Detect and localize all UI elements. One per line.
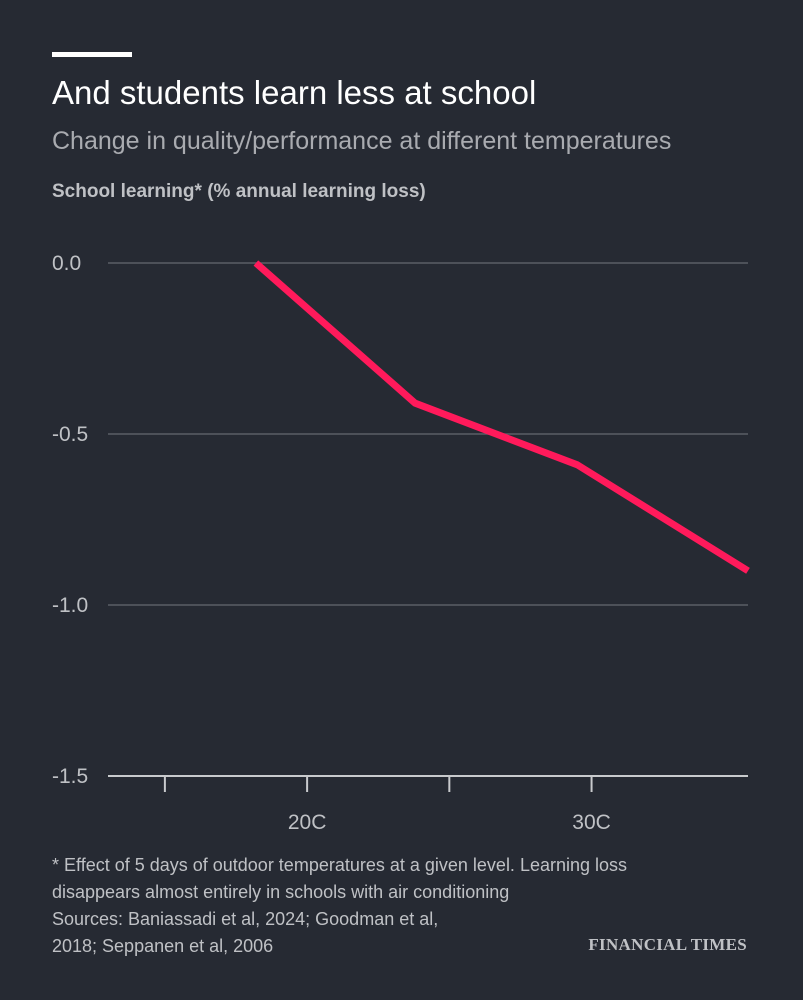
- sources-line-1: Sources: Baniassadi et al, 2024; Goodman…: [52, 909, 439, 929]
- x-tick-label: 20C: [288, 811, 327, 834]
- footnote-line-1: * Effect of 5 days of outdoor temperatur…: [52, 855, 628, 875]
- chart-title: And students learn less at school: [52, 74, 537, 111]
- series-line: [253, 260, 750, 574]
- y-tick-label: -1.0: [52, 594, 88, 617]
- x-tick-label: 30C: [572, 811, 611, 834]
- footnote: * Effect of 5 days of outdoor temperatur…: [52, 852, 752, 960]
- accent-bar: [52, 52, 132, 57]
- sources-line-2: 2018; Seppanen et al, 2006: [52, 936, 274, 956]
- label-layer: 0.0 -0.5 -1.0 -1.5 20C 30C: [52, 252, 611, 834]
- footnote-line-2: disappears almost entirely in schools wi…: [52, 882, 510, 902]
- axis-layer: [108, 775, 748, 792]
- ft-logo: FINANCIAL TIMES: [588, 935, 747, 954]
- series-layer: [253, 260, 750, 574]
- chart-subtitle: Change in quality/performance at differe…: [52, 127, 672, 155]
- y-tick-label: 0.0: [52, 252, 81, 275]
- y-tick-label: -1.5: [52, 765, 88, 788]
- y-axis-label: School learning* (% annual learning loss…: [52, 181, 426, 202]
- grid-layer: [108, 262, 748, 606]
- y-tick-label: -0.5: [52, 423, 88, 446]
